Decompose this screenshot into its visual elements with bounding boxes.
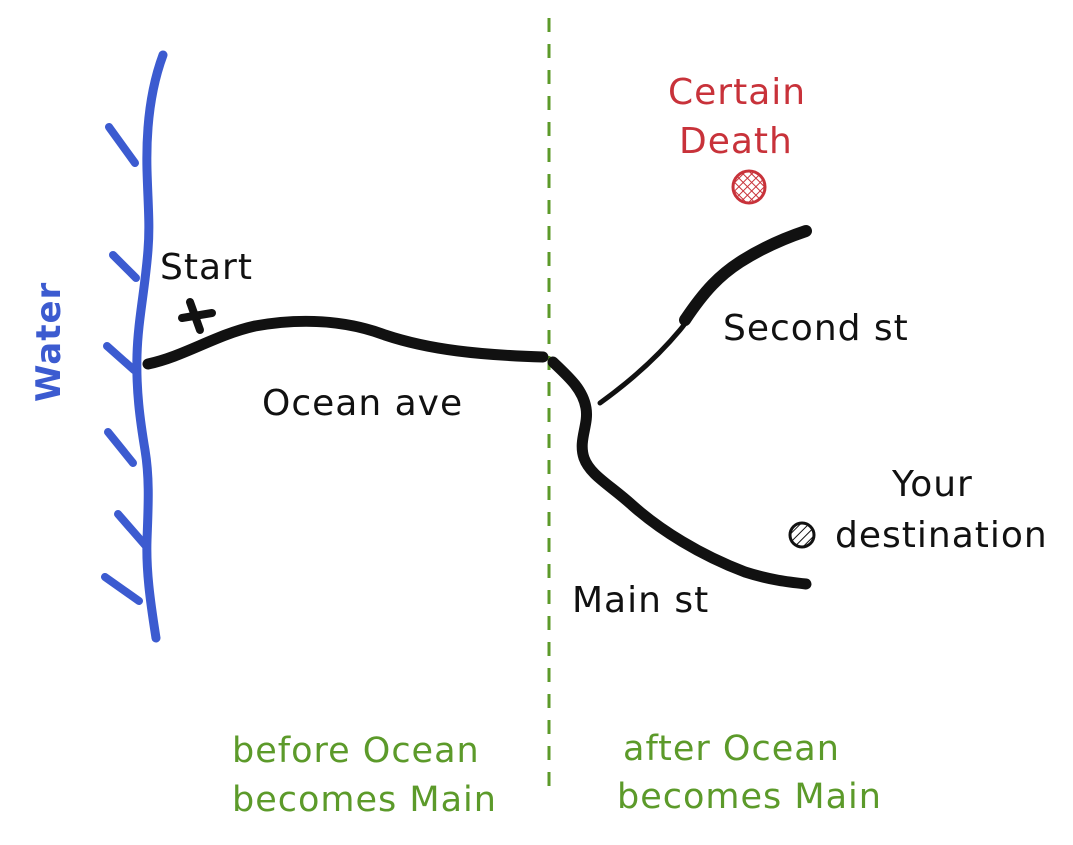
start-label: Start <box>160 247 253 288</box>
after-label-line2: becomes Main <box>617 777 882 817</box>
x-mark-icon <box>178 298 216 334</box>
destination-label-line1: Your <box>891 464 973 505</box>
before-label-line1: before Ocean <box>232 731 480 771</box>
certain-death-label-line2: Death <box>679 121 793 162</box>
before-label-line2: becomes Main <box>232 780 497 820</box>
crosshatched-circle-icon <box>731 169 767 205</box>
ocean-ave-road <box>142 315 549 370</box>
main-st-road <box>547 356 812 590</box>
ocean-ave-label: Ocean ave <box>262 383 463 424</box>
hatched-circle-icon <box>788 521 816 549</box>
destination-label-line2: destination <box>835 515 1048 556</box>
after-label-line1: after Ocean <box>623 729 840 769</box>
second-st-road-thick <box>679 225 812 326</box>
main-st-label: Main st <box>572 580 709 621</box>
certain-death-label-line1: Certain <box>668 72 806 113</box>
second-st-label: Second st <box>723 308 909 349</box>
water-shoreline <box>101 50 168 643</box>
water-label: Water <box>29 282 69 402</box>
